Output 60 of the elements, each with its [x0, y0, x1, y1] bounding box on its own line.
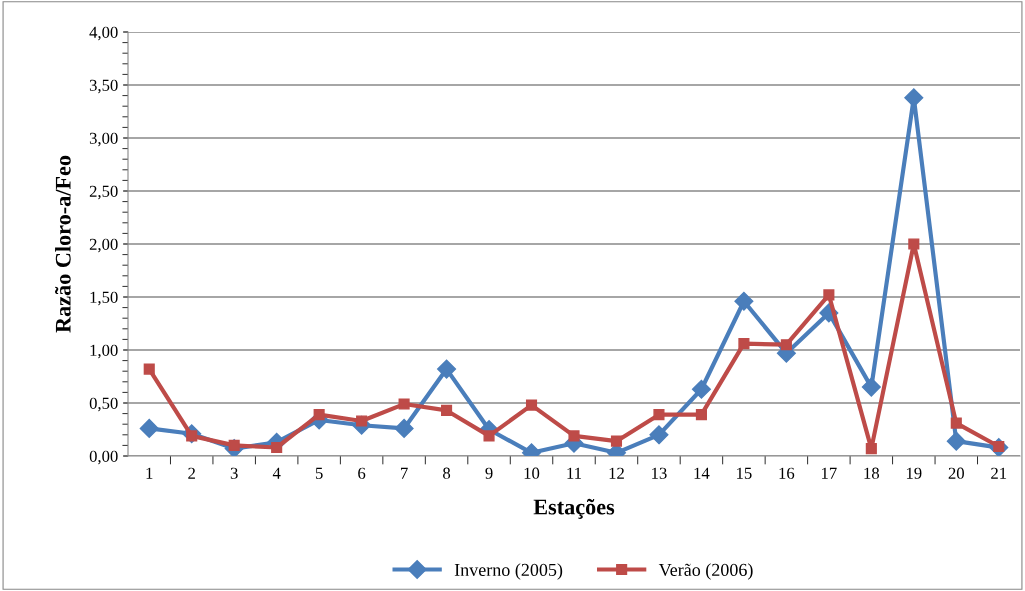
point: [271, 441, 283, 454]
x-tick-label: 2: [188, 467, 195, 479]
y-tick-label: 3,50: [89, 79, 118, 94]
x-tick-label: 1: [146, 467, 153, 479]
x-tick-label: 7: [401, 467, 408, 479]
point: [865, 443, 877, 455]
x-tick-label: 17: [821, 467, 837, 479]
point: [734, 291, 754, 311]
x-tick-label: 21: [991, 467, 1007, 479]
point: [398, 398, 410, 410]
x-tick-label: 19: [906, 467, 922, 479]
x-tick-label: 15: [737, 467, 752, 479]
point: [649, 425, 669, 445]
point: [691, 379, 711, 399]
legend-label: Inverno (2005): [454, 563, 563, 580]
point: [908, 238, 920, 250]
x-tick-label: 8: [443, 467, 451, 479]
y-tick-label: 1,00: [90, 344, 118, 359]
y-tick-label: 0,50: [89, 397, 118, 412]
point: [950, 417, 962, 429]
y-tick-label: 4,00: [89, 26, 118, 41]
point: [441, 404, 453, 416]
point: [861, 377, 881, 397]
legend-label: Verão (2006): [658, 563, 753, 580]
y-tick-label: 1,50: [90, 291, 118, 306]
point: [525, 399, 538, 411]
point: [610, 435, 623, 447]
point: [946, 431, 966, 451]
x-tick-label: 18: [864, 467, 880, 479]
point: [437, 359, 457, 379]
y-tick-label: 2,00: [89, 238, 118, 253]
x-axis-title: Estações: [533, 498, 615, 519]
point: [313, 409, 325, 421]
point: [904, 88, 924, 108]
x-tick-label: 9: [485, 467, 493, 479]
point: [653, 409, 665, 421]
x-tick-label: 11: [567, 467, 582, 479]
point: [695, 409, 707, 421]
point: [823, 289, 835, 301]
x-tick-label: 13: [652, 467, 667, 479]
point: [394, 418, 414, 438]
y-axis-title: Razão Cloro-a/Feo: [55, 155, 71, 333]
point: [780, 339, 792, 351]
x-tick-label: 14: [694, 467, 710, 479]
x-tick-label: 12: [609, 467, 624, 479]
y-tick-label: 2,50: [89, 185, 118, 200]
x-tick-label: 6: [358, 467, 366, 479]
y-tick-label: 3,00: [89, 132, 118, 147]
point: [139, 418, 159, 438]
point: [568, 430, 580, 442]
x-tick-label: 16: [779, 467, 795, 479]
x-tick-label: 20: [948, 467, 964, 479]
point: [143, 363, 155, 375]
point: [738, 338, 750, 350]
y-tick-label: 0,00: [89, 450, 118, 465]
x-tick-label: 5: [315, 467, 323, 479]
point: [483, 430, 495, 442]
x-tick-label: 3: [230, 467, 238, 479]
x-tick-label: 10: [524, 467, 540, 479]
x-tick-label: 4: [272, 467, 281, 479]
